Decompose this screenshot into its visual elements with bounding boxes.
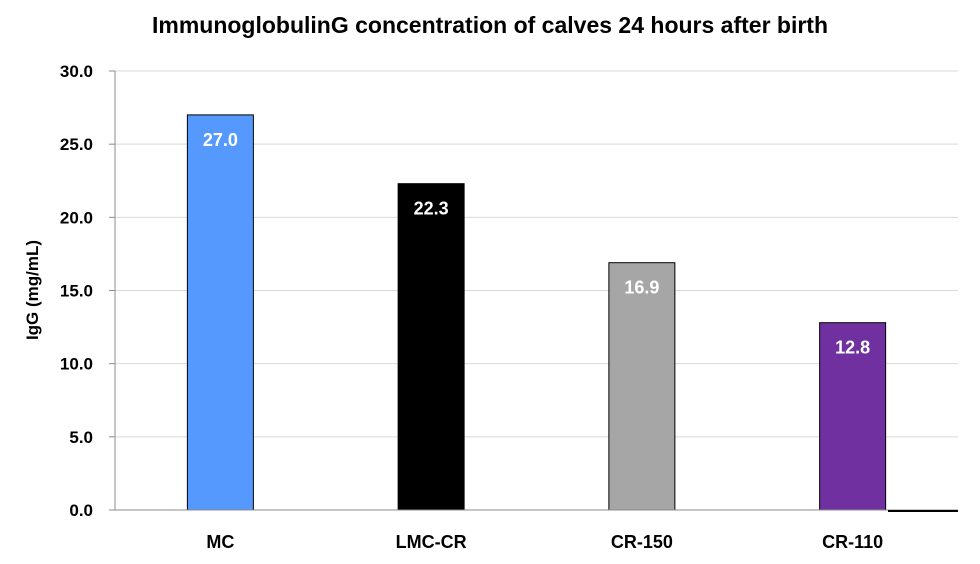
data-label-cr-110: 12.8 <box>835 338 870 358</box>
x-category-label: MC <box>206 532 234 552</box>
bars <box>186 114 887 511</box>
y-tick-label: 0.0 <box>69 501 93 520</box>
y-tick-label: 25.0 <box>60 135 93 154</box>
y-tick-label: 30.0 <box>60 62 93 81</box>
bar-lmc-cr <box>397 183 465 511</box>
x-category-label: LMC-CR <box>396 532 467 552</box>
x-category-label: CR-150 <box>611 532 673 552</box>
x-category-label: CR-110 <box>822 532 883 552</box>
x-axis-categories: MC LMC-CR CR-150 CR-110 <box>206 532 883 552</box>
gridlines <box>115 70 958 438</box>
y-tick-label: 15.0 <box>60 282 93 301</box>
y-axis-title: IgG (mg/mL) <box>23 240 42 340</box>
bar-cr-110 <box>819 322 887 511</box>
data-label-lmc-cr: 22.3 <box>414 199 449 219</box>
bar-mc <box>186 114 254 511</box>
y-tick-label: 20.0 <box>60 208 93 227</box>
y-axis-ticks: 0.0 5.0 10.0 15.0 20.0 25.0 30.0 <box>60 62 115 520</box>
bar-cr-150 <box>608 262 676 511</box>
chart-title: ImmunoglobulinG concentration of calves … <box>151 12 829 38</box>
data-labels: 27.0 22.3 16.9 12.8 <box>203 130 870 358</box>
y-tick-label: 5.0 <box>69 428 93 447</box>
data-label-mc: 27.0 <box>203 130 238 150</box>
y-tick-label: 10.0 <box>60 355 93 374</box>
data-label-cr-150: 16.9 <box>624 278 659 298</box>
